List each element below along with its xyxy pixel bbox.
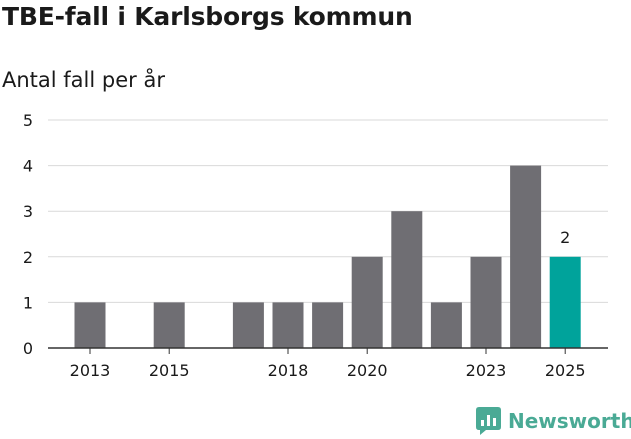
bars	[74, 165, 581, 348]
bar-2022	[430, 302, 462, 348]
x-tick-label: 2018	[268, 361, 309, 380]
y-tick-label: 1	[23, 293, 33, 312]
x-axis: 2013 2015 2018 2020 2023 2025	[48, 347, 608, 380]
data-label-2025: 2	[560, 228, 570, 247]
bar-2013	[74, 302, 106, 348]
y-tick-label: 4	[23, 157, 33, 176]
bar-2023	[470, 256, 502, 348]
newsworthy-logo: Newsworthy	[476, 407, 631, 435]
bar-2024	[510, 165, 542, 348]
y-tick-label: 0	[23, 339, 33, 358]
x-tick-label: 2015	[149, 361, 190, 380]
y-tick-label: 2	[23, 248, 33, 267]
bar-2018	[272, 302, 304, 348]
bar-2025	[549, 256, 581, 348]
chart-title: TBE-fall i Karlsborgs kommun	[2, 2, 413, 31]
x-tick-label: 2020	[347, 361, 388, 380]
y-tick-label: 3	[23, 202, 33, 221]
x-tick-label: 2023	[466, 361, 507, 380]
bar-2015	[153, 302, 185, 348]
chart-subtitle: Antal fall per år	[2, 68, 165, 92]
newsworthy-icon	[476, 407, 501, 435]
bar-2020	[351, 256, 383, 348]
y-axis-ticks: 0 1 2 3 4 5	[23, 111, 33, 358]
bar-2017	[232, 302, 264, 348]
data-labels: 2	[560, 228, 570, 247]
brand-name: Newsworthy	[508, 409, 631, 433]
bar-2019	[312, 302, 344, 348]
x-tick-label: 2013	[70, 361, 111, 380]
y-tick-label: 5	[23, 111, 33, 130]
bar-2021	[391, 211, 423, 348]
x-tick-label: 2025	[545, 361, 586, 380]
